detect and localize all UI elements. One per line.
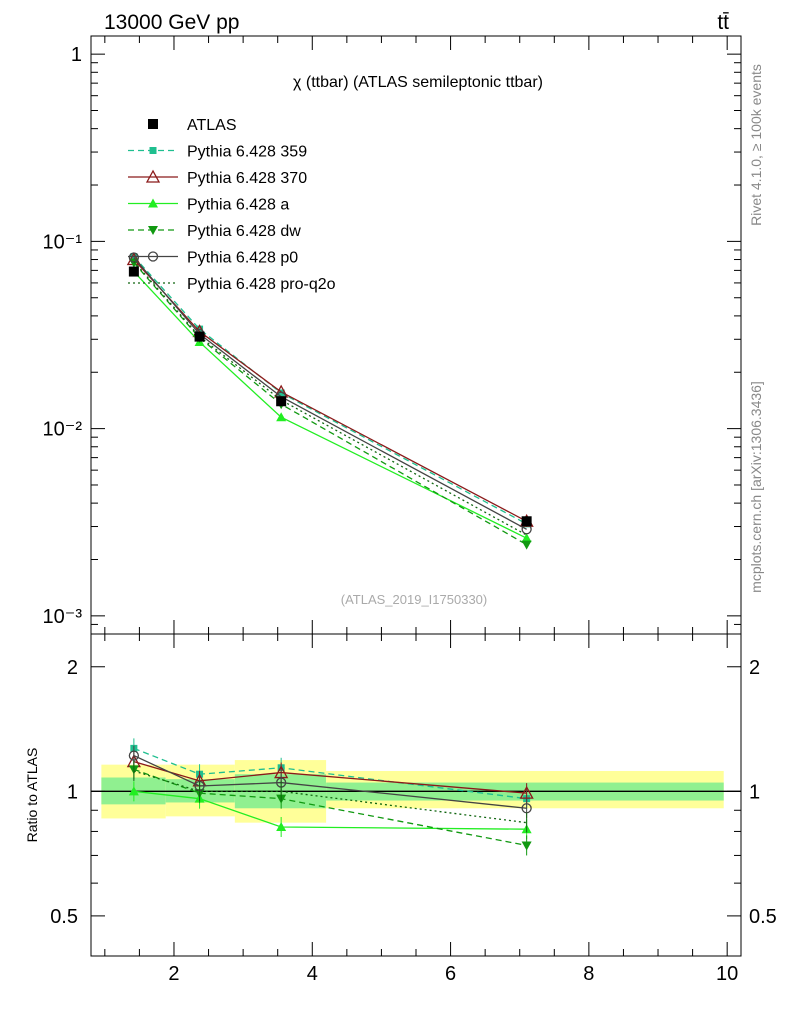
data-point	[194, 331, 205, 342]
ratio-xtick-label: 2	[168, 963, 179, 985]
ratio-point-pa	[128, 786, 139, 796]
legend-marker-pp0	[147, 251, 159, 262]
main-ytick-label: 10⁻¹	[43, 231, 83, 253]
legend-label-p370: Pythia 6.428 370	[187, 170, 307, 187]
ratio-ytick-label-right: 2	[749, 657, 760, 679]
ratio-point-pdw	[521, 841, 532, 851]
ratio-point-pp0	[128, 750, 140, 761]
main-ytick-label: 10⁻²	[43, 419, 83, 441]
legend-label-data: ATLAS	[187, 117, 237, 134]
series-line-pdw	[133, 262, 527, 546]
ratio-xtick-label: 6	[445, 963, 456, 985]
rivet-label: Rivet 4.1.0, ≥ 100k events	[748, 64, 764, 226]
series-line-p370	[133, 259, 527, 522]
data-point	[276, 396, 287, 407]
series-line-pa	[133, 271, 527, 539]
series-point-pa	[276, 412, 287, 422]
ratio-xtick-label: 4	[307, 963, 318, 985]
data-point	[521, 516, 532, 527]
ratio-xtick-label: 8	[583, 963, 594, 985]
series-line-p359	[133, 256, 527, 525]
main-ytick-label: 1	[71, 44, 82, 66]
ratio-ytick-label: 2	[67, 657, 78, 679]
legend-marker-pdw	[148, 226, 158, 235]
series-point-p359	[277, 389, 285, 397]
ratio-ytick-label: 1	[67, 781, 78, 803]
legend-label-pa: Pythia 6.428 a	[187, 197, 289, 214]
ratio-point-p370	[519, 785, 534, 799]
ratio-line-pdw	[133, 768, 527, 847]
series-line-pq2o	[133, 261, 527, 536]
legend-label-pp0: Pythia 6.428 p0	[187, 250, 298, 267]
series-line-pp0	[133, 257, 527, 530]
legend-label-p359: Pythia 6.428 359	[187, 144, 307, 161]
series-point-pdw	[521, 540, 532, 550]
main-ytick-label: 10⁻³	[43, 606, 83, 628]
ratio-panel: 2 2 1 1 0.5 0.5 2 4 6 8 10 Ratio to ATLAS	[24, 633, 777, 985]
legend-marker-p359	[149, 147, 157, 154]
ratio-line-p359	[133, 747, 527, 800]
main-title: χ (ttbar) (ATLAS semileptonic ttbar)	[293, 74, 543, 91]
analysis-id: (ATLAS_2019_I1750330)	[341, 592, 487, 607]
ratio-point-pa	[276, 821, 287, 831]
legend-marker-pa	[148, 198, 158, 208]
legend-label-pq2o: Pythia 6.428 pro-q2o	[187, 276, 336, 293]
ratio-line-pp0	[133, 755, 527, 809]
energy-label: 13000 GeV pp	[104, 11, 239, 34]
ratio-line-pa	[133, 790, 527, 830]
ratio-xtick-label: 10	[716, 963, 738, 985]
source-label: mcplots.cern.ch [arXiv:1306.3436]	[748, 381, 764, 593]
series-point-pa	[521, 533, 532, 543]
legend-label-pdw: Pythia 6.428 dw	[187, 223, 301, 240]
ratio-ytick-label: 0.5	[50, 906, 78, 928]
process-label: tt̄	[717, 11, 729, 34]
legend: ATLAS Pythia 6.428 359 Pythia 6.428 370 Pyt…	[128, 117, 336, 293]
ratio-ytick-label-right: 1	[749, 781, 760, 803]
legend-marker-p370	[145, 169, 161, 183]
ratio-ylabel: Ratio to ATLAS	[24, 748, 40, 843]
legend-marker-data	[148, 119, 158, 129]
data-point	[128, 266, 139, 277]
ratio-ytick-label-right: 0.5	[749, 906, 777, 928]
main-panel: χ (ttbar) (ATLAS semileptonic ttbar) (AT…	[43, 35, 742, 635]
